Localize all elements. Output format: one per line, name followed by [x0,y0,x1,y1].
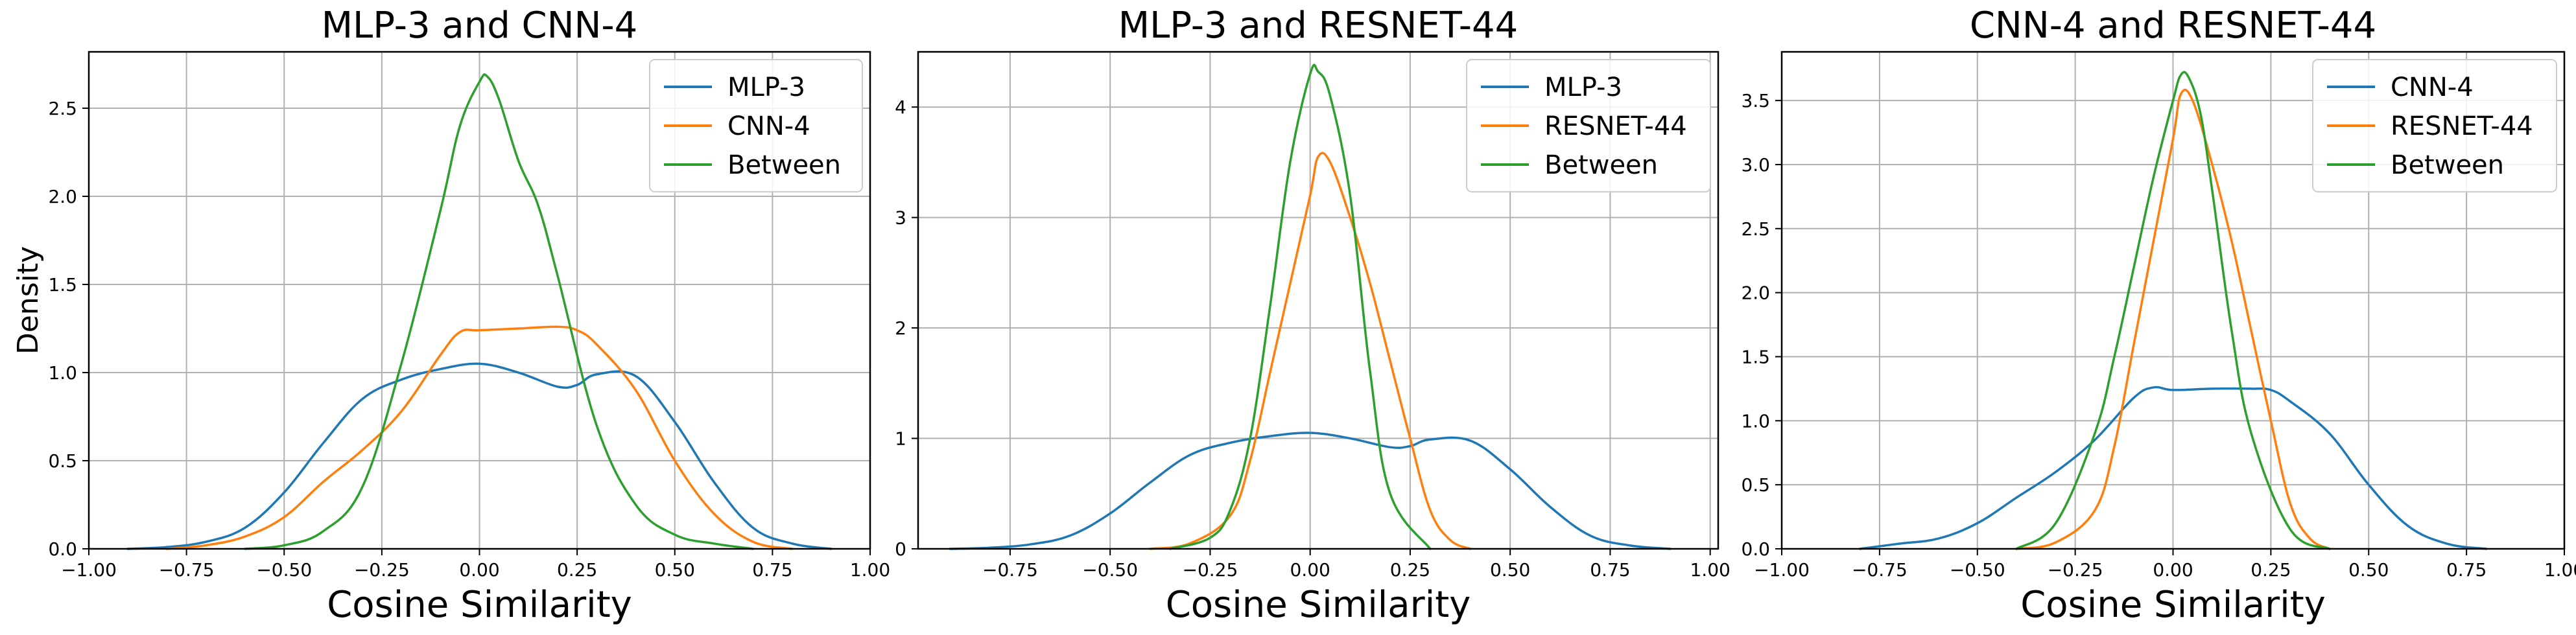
y-tick-label: 3 [895,207,906,229]
legend-entry: MLP-3 [727,73,805,102]
series-line-resnet-44 [2015,88,2331,550]
legend: MLP-3 RESNET-44 Between [1466,59,1711,192]
y-tick-label: 1.5 [1741,346,1770,367]
y-tick-label: 0.5 [48,450,77,472]
series-line-resnet-44 [1149,152,1472,550]
series-line-between [1168,64,1432,550]
x-axis-label: Cosine Similarity [2020,584,2326,626]
x-tick-label: −1.00 [61,559,117,581]
y-tick-label: 2.5 [1741,218,1770,240]
legend-entry: MLP-3 [1544,73,1622,102]
y-tick-label: 2.0 [48,186,77,207]
x-tick-label: 0.25 [557,559,597,581]
x-tick-label: −0.50 [256,559,312,581]
x-tick-label: −0.75 [982,559,1038,581]
y-tick-label: 3.5 [1741,90,1770,111]
x-tick-label: 0.50 [1490,559,1530,581]
legend-entry: Between [1544,150,1658,180]
x-tick-label: 0.75 [752,559,792,581]
y-tick-label: 1.5 [48,274,77,295]
legend: MLP-3 CNN-4 Between [649,59,863,192]
x-tick-label: −1.00 [1754,559,1810,581]
x-tick-label: −0.75 [1852,559,1908,581]
legend-box [2312,59,2557,192]
x-tick-label: 0.50 [2348,559,2389,581]
chart-panel-1: −1.00 −0.75 −0.50 −0.25 0.00 0.25 0.50 0.75 1.00… [12,5,890,626]
y-tick-label: 3.0 [1741,154,1770,176]
x-tick-label: 0.00 [1290,559,1330,581]
x-tick-label: 0.75 [1590,559,1630,581]
x-tick-label: −0.50 [1082,559,1138,581]
legend-entry: Between [2391,150,2504,180]
x-tick-label: −0.25 [1183,559,1238,581]
x-tick-label: −0.75 [159,559,215,581]
y-tick-label: 1 [895,428,906,450]
chart-title: CNN-4 and RESNET-44 [1970,5,2376,47]
legend-box [1466,59,1711,192]
x-tick-label: 0.50 [655,559,695,581]
series-line-between [2015,71,2331,550]
series-line-mlp-3 [949,432,1672,550]
x-tick-label: 1.00 [1690,559,1730,581]
x-tick-label: 1.00 [2544,559,2576,581]
x-tick-label: 1.00 [850,559,890,581]
chart-panel-2: −0.75 −0.50 −0.25 0.00 0.25 0.50 0.75 1.00 0 1 2 3 4… [895,5,1731,626]
legend-entry: CNN-4 [2391,73,2474,102]
y-tick-label: 1.0 [1741,410,1770,432]
chart-title: MLP-3 and CNN-4 [322,5,638,47]
legend: CNN-4 RESNET-44 Between [2312,59,2557,192]
x-tick-label: 0.25 [2251,559,2291,581]
chart-title: MLP-3 and RESNET-44 [1118,5,1518,47]
y-axis-label: Density [12,246,45,354]
legend-entry: RESNET-44 [1544,111,1687,141]
y-tick-label: 4 [895,97,906,118]
y-tick-label: 2.5 [48,98,77,119]
y-tick-label: 1.0 [48,362,77,384]
series-line-cnn-4 [165,325,794,550]
x-axis-label: Cosine Similarity [327,584,632,626]
legend-entry: CNN-4 [727,111,810,141]
series-line-between [244,73,754,550]
y-tick-label: 0.0 [1741,538,1770,560]
y-tick-label: 2.0 [1741,283,1770,304]
legend-entry: Between [727,150,841,180]
series-line-cnn-4 [1858,386,2488,550]
legend-box [649,59,863,192]
series-line-mlp-3 [126,362,833,550]
x-tick-label: −0.50 [1950,559,2005,581]
y-tick-label: 2 [895,318,906,339]
x-tick-label: 0.75 [2446,559,2487,581]
x-axis-label: Cosine Similarity [1166,584,1471,626]
y-tick-label: 0.5 [1741,474,1770,496]
axes-frame [917,51,1719,550]
legend-entry: RESNET-44 [2391,111,2533,141]
y-tick-label: 0 [895,538,906,560]
x-tick-label: 0.25 [1390,559,1430,581]
y-tick-label: 0.0 [48,538,77,560]
x-tick-label: 0.00 [459,559,499,581]
x-tick-label: 0.00 [2153,559,2193,581]
x-tick-label: −0.25 [354,559,410,581]
chart-panel-3: −1.00 −0.75 −0.50 −0.25 0.00 0.25 0.50 0.75 1.0 0… [1741,5,2576,626]
x-tick-label: −0.25 [2048,559,2103,581]
